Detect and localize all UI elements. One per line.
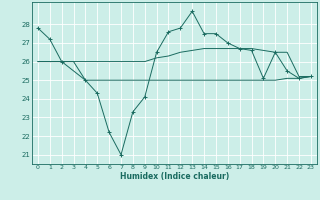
X-axis label: Humidex (Indice chaleur): Humidex (Indice chaleur) (120, 172, 229, 181)
